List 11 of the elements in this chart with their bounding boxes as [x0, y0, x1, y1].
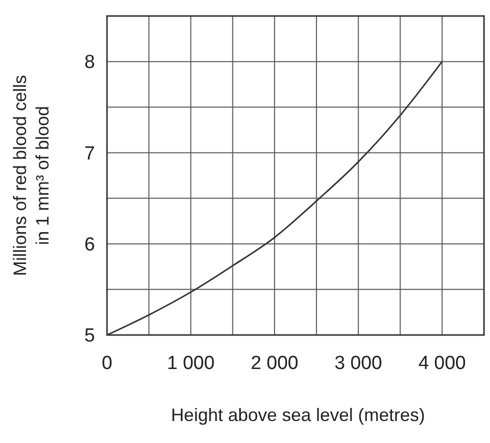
x-tick-label: 1 000	[167, 353, 215, 374]
y-axis-title: Millions of red blood cells in 1 mm³ of blood	[10, 74, 52, 276]
x-tick-label: 2 000	[250, 353, 298, 374]
y-tick-label: 6	[84, 234, 95, 256]
x-tick-label: 0	[102, 353, 112, 374]
x-tick-label: 3 000	[334, 353, 382, 374]
y-tick-label: 8	[84, 52, 95, 74]
y-tick-label: 5	[84, 326, 95, 347]
x-axis-title: Height above sea level (metres)	[170, 405, 426, 425]
x-tick-label: 4 000	[418, 353, 466, 374]
y-tick-label: 7	[84, 143, 95, 164]
